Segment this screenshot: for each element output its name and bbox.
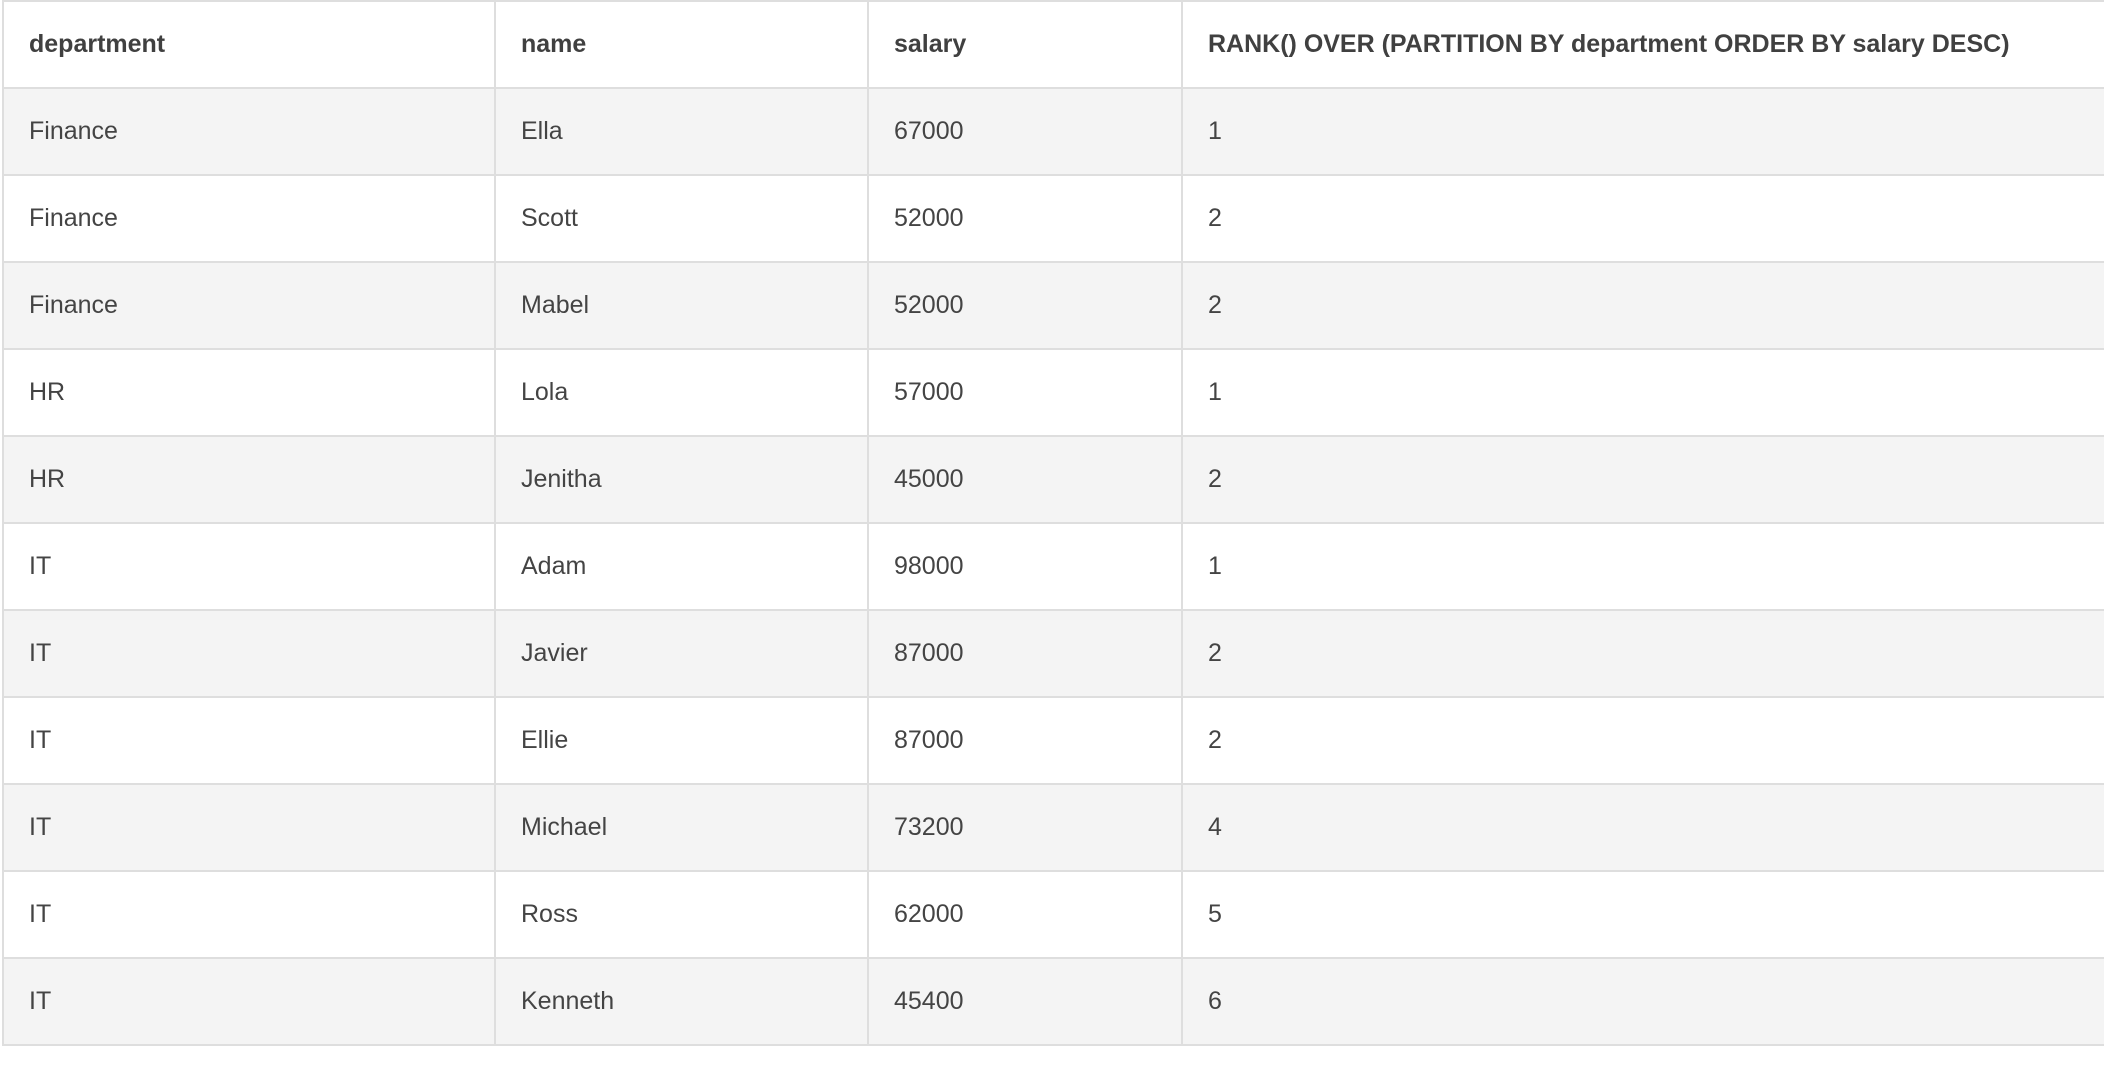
table-row: HR Jenitha 45000 2 <box>2 435 2104 524</box>
table-row: IT Ellie 87000 2 <box>2 696 2104 785</box>
cell-department: IT <box>2 957 496 1046</box>
cell-name: Michael <box>494 783 869 872</box>
cell-department: HR <box>2 435 496 524</box>
table-row: Finance Ella 67000 1 <box>2 87 2104 176</box>
cell-rank: 4 <box>1181 783 2104 872</box>
cell-name: Adam <box>494 522 869 611</box>
column-header-salary[interactable]: salary <box>867 0 1183 89</box>
table-header-row: department name salary RANK() OVER (PART… <box>2 0 2104 89</box>
table-row: Finance Mabel 52000 2 <box>2 261 2104 350</box>
cell-salary: 98000 <box>867 522 1183 611</box>
table-row: IT Michael 73200 4 <box>2 783 2104 872</box>
table-row: IT Ross 62000 5 <box>2 870 2104 959</box>
cell-salary: 87000 <box>867 609 1183 698</box>
cell-rank: 6 <box>1181 957 2104 1046</box>
cell-salary: 73200 <box>867 783 1183 872</box>
cell-rank: 2 <box>1181 435 2104 524</box>
cell-rank: 1 <box>1181 87 2104 176</box>
cell-rank: 2 <box>1181 174 2104 263</box>
cell-department: IT <box>2 696 496 785</box>
cell-department: IT <box>2 609 496 698</box>
cell-salary: 52000 <box>867 174 1183 263</box>
cell-rank: 2 <box>1181 261 2104 350</box>
table-row: HR Lola 57000 1 <box>2 348 2104 437</box>
cell-name: Javier <box>494 609 869 698</box>
cell-department: Finance <box>2 174 496 263</box>
cell-name: Mabel <box>494 261 869 350</box>
cell-department: HR <box>2 348 496 437</box>
table-row: IT Javier 87000 2 <box>2 609 2104 698</box>
column-header-name[interactable]: name <box>494 0 869 89</box>
cell-name: Ella <box>494 87 869 176</box>
cell-rank: 2 <box>1181 609 2104 698</box>
column-header-rank[interactable]: RANK() OVER (PARTITION BY department ORD… <box>1181 0 2104 89</box>
cell-department: Finance <box>2 261 496 350</box>
cell-department: IT <box>2 522 496 611</box>
table-row: IT Adam 98000 1 <box>2 522 2104 611</box>
cell-name: Lola <box>494 348 869 437</box>
cell-rank: 1 <box>1181 348 2104 437</box>
table-row: Finance Scott 52000 2 <box>2 174 2104 263</box>
cell-name: Scott <box>494 174 869 263</box>
cell-salary: 67000 <box>867 87 1183 176</box>
cell-name: Ellie <box>494 696 869 785</box>
cell-rank: 1 <box>1181 522 2104 611</box>
cell-department: Finance <box>2 87 496 176</box>
cell-salary: 87000 <box>867 696 1183 785</box>
cell-name: Jenitha <box>494 435 869 524</box>
query-result-table: department name salary RANK() OVER (PART… <box>2 0 2104 1046</box>
cell-rank: 5 <box>1181 870 2104 959</box>
cell-name: Kenneth <box>494 957 869 1046</box>
cell-department: IT <box>2 870 496 959</box>
cell-salary: 45400 <box>867 957 1183 1046</box>
cell-salary: 52000 <box>867 261 1183 350</box>
cell-name: Ross <box>494 870 869 959</box>
table-row: IT Kenneth 45400 6 <box>2 957 2104 1046</box>
cell-salary: 57000 <box>867 348 1183 437</box>
column-header-department[interactable]: department <box>2 0 496 89</box>
cell-salary: 45000 <box>867 435 1183 524</box>
cell-department: IT <box>2 783 496 872</box>
cell-rank: 2 <box>1181 696 2104 785</box>
cell-salary: 62000 <box>867 870 1183 959</box>
